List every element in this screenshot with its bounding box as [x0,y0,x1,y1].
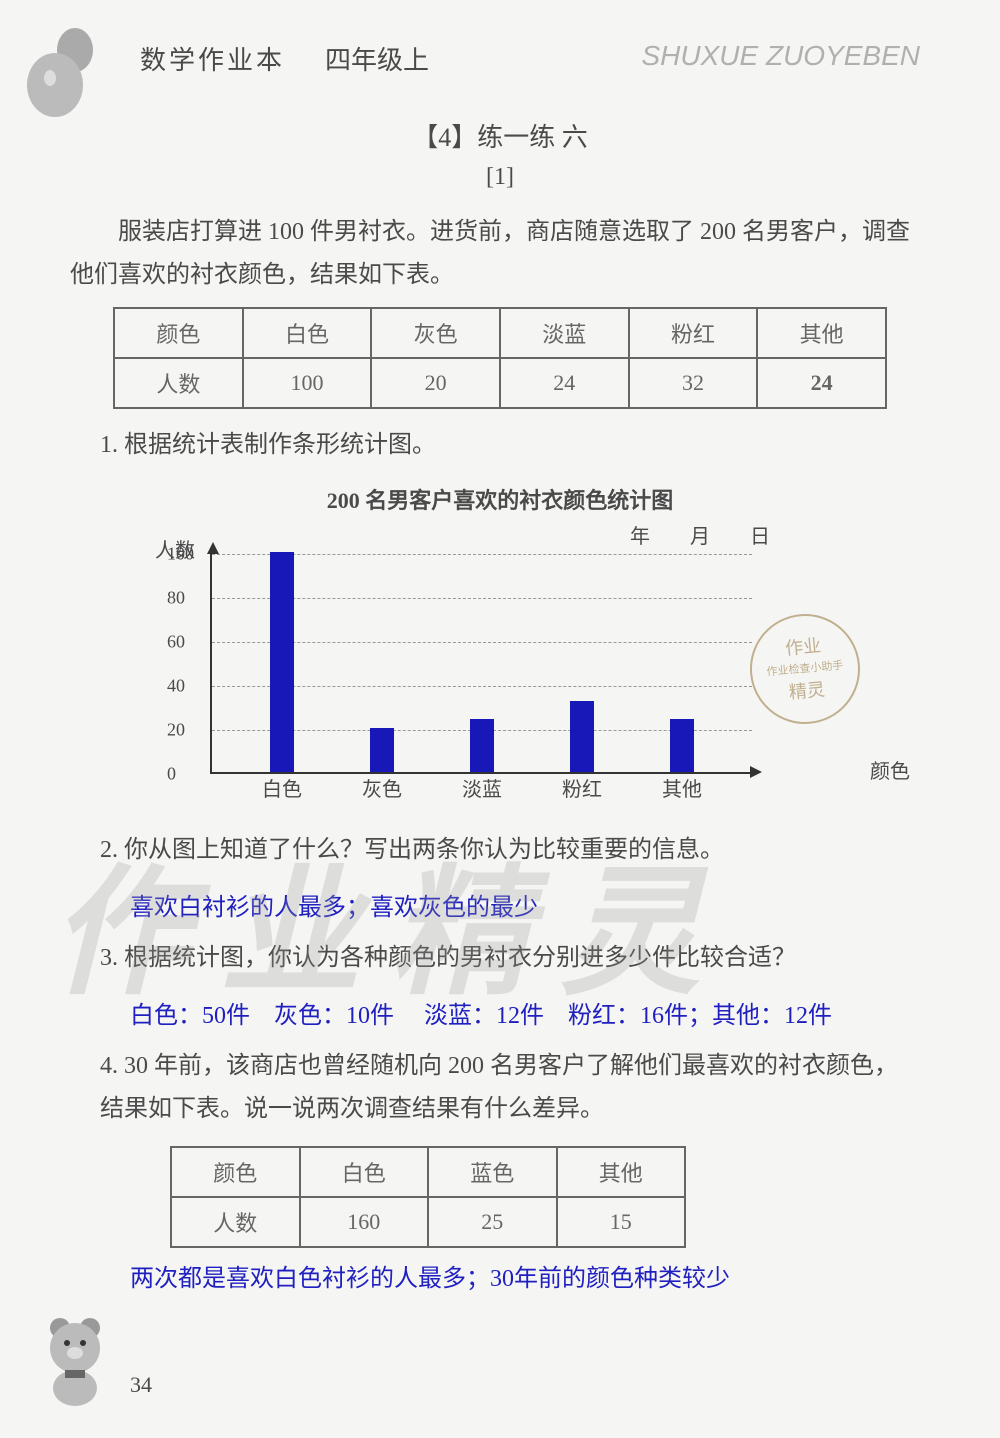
y-tick-label: 80 [167,587,185,608]
table-cell: 24 [500,358,629,408]
table-answer-cell: 24 [757,358,886,408]
y-tick-label: 0 [167,763,176,784]
axis-arrow-y-icon [207,542,219,554]
pinyin-title: SHUXUE ZUOYEBEN [642,40,921,72]
chart-grid: 020406080100白色灰色淡蓝粉红其他 [210,554,750,774]
table-cell: 32 [629,358,758,408]
balloon-icon [20,20,120,140]
chart-bar [670,719,694,772]
x-tick-label: 其他 [662,773,702,802]
table-cell: 20 [371,358,500,408]
survey-table-2: 颜色 白色 蓝色 其他 人数 160 25 15 [170,1146,686,1248]
y-tick-label: 40 [167,675,185,696]
table-cell: 160 [300,1197,429,1247]
survey-table-1: 颜色 白色 灰色 淡蓝 粉红 其他 人数 100 20 24 32 24 [113,307,887,409]
question-1: 1. 根据统计表制作条形统计图。 [100,424,900,467]
table-header-cell: 白色 [300,1147,429,1197]
y-tick-label: 60 [167,631,185,652]
table-header-cell: 灰色 [371,308,500,358]
subsection-label: [1] [70,164,930,191]
chart-date-label: 年 月 日 [150,520,850,549]
x-tick-label: 粉红 [562,773,602,802]
stamp-badge: 作业 作业检查小助手 精灵 [745,609,864,728]
table-header-cell: 白色 [243,308,372,358]
answer-2: 喜欢白衬衫的人最多；喜欢灰色的最少 [130,887,870,922]
page-header: 数学作业本 四年级上 SHUXUE ZUOYEBEN [70,40,930,77]
table-header-cell: 蓝色 [428,1147,557,1197]
chart-bar [370,728,394,772]
chart-bar [570,701,594,771]
y-tick-label: 20 [167,719,185,740]
question-3: 3. 根据统计图，你认为各种颜色的男衬衣分别进多少件比较合适？ [100,937,900,980]
table-cell: 100 [243,358,372,408]
table-cell: 15 [557,1197,686,1247]
chart-bar [470,719,494,772]
x-tick-label: 淡蓝 [462,773,502,802]
bar-chart: 200 名男客户喜欢的衬衣颜色统计图 年 月 日 人数 020406080100… [150,483,850,814]
table-cell: 25 [428,1197,557,1247]
axis-arrow-x-icon [750,766,762,778]
grade-label: 四年级上 [325,40,429,77]
chart-bar [270,552,294,772]
answer-3: 白色：50件 灰色：10件 淡蓝：12件 粉红：16件；其他：12件 [130,995,870,1030]
table-header-label: 颜色 [114,308,243,358]
table-row-label: 人数 [171,1197,300,1247]
page-number: 34 [130,1372,152,1398]
section-title: 【4】练一练 六 [70,117,930,154]
book-title: 数学作业本 [140,40,285,77]
table-header-cell: 其他 [557,1147,686,1197]
table-header-cell: 淡蓝 [500,308,629,358]
y-tick-label: 100 [167,543,194,564]
intro-paragraph: 服装店打算进 100 件男衬衣。进货前，商店随意选取了 200 名男客户，调查他… [70,211,930,297]
table-row-label: 人数 [114,358,243,408]
x-tick-label: 白色 [262,773,302,802]
question-4: 4. 30 年前，该商店也曾经随机向 200 名男客户了解他们最喜欢的衬衣颜色，… [100,1045,900,1131]
chart-title: 200 名男客户喜欢的衬衣颜色统计图 [150,483,850,515]
question-2: 2. 你从图上知道了什么？写出两条你认为比较重要的信息。 [100,829,900,872]
x-axis-label: 颜色 [870,755,910,784]
table-header-cell: 粉红 [629,308,758,358]
table-header-label: 颜色 [171,1147,300,1197]
table-header-cell: 其他 [757,308,886,358]
answer-4: 两次都是喜欢白色衬衫的人最多；30年前的颜色种类较少 [130,1258,870,1293]
bear-icon [30,1308,120,1408]
x-tick-label: 灰色 [362,773,402,802]
